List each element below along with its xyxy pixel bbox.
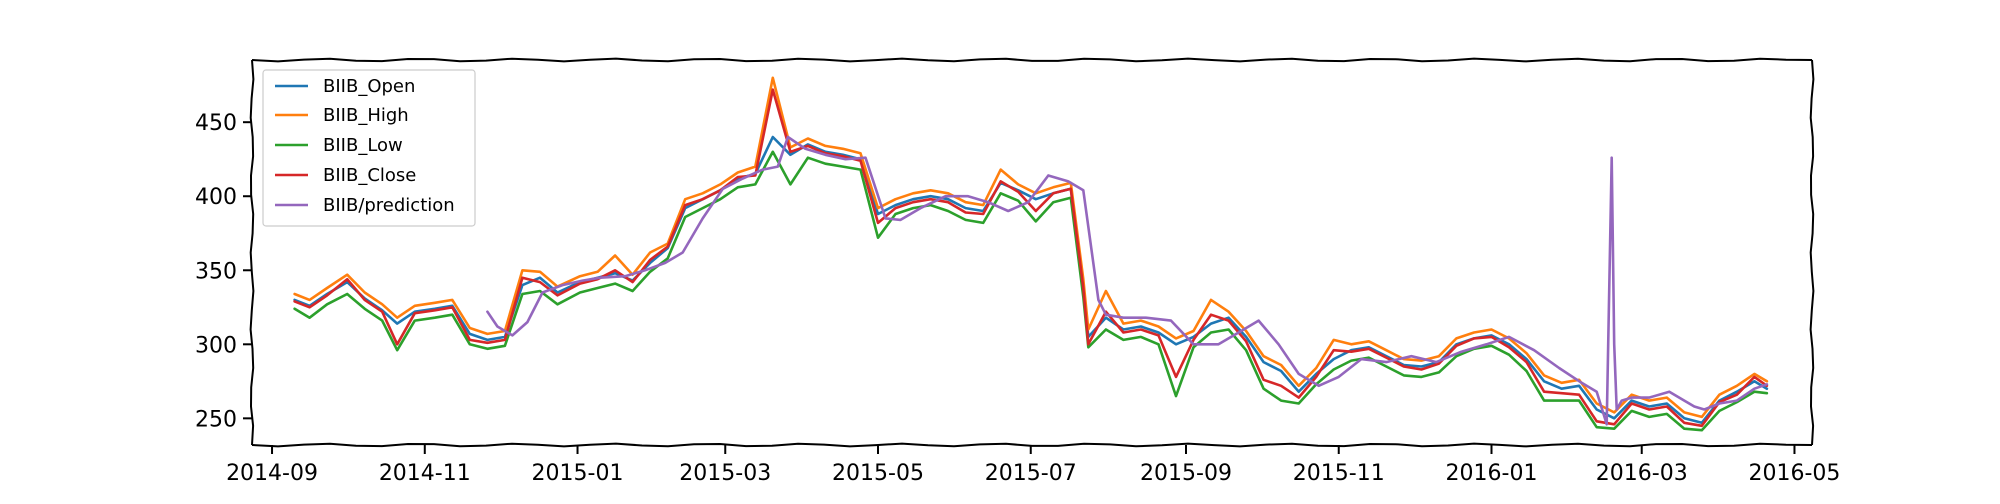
- x-tick-label: 2015-11: [1293, 461, 1385, 486]
- legend-label-low: BIIB_Low: [323, 135, 403, 156]
- plot-area-background: [252, 60, 1812, 445]
- y-tick-label: 250: [195, 407, 237, 432]
- y-tick-label: 400: [195, 185, 237, 210]
- plot-frame: [249, 57, 1815, 448]
- frame-bottom: [251, 442, 1813, 448]
- x-tick-label: 2016-03: [1596, 461, 1688, 486]
- x-tick-label: 2014-09: [226, 461, 318, 486]
- legend: BIIB_Open BIIB_High BIIB_Low BIIB_Close …: [262, 69, 476, 227]
- series-line-close: [293, 88, 1769, 428]
- legend-label-close: BIIB_Close: [323, 165, 416, 186]
- frame-right: [1809, 59, 1815, 446]
- x-tick-label: 2015-05: [832, 461, 924, 486]
- x-axis: 2014-09 2014-11 2015-01 2015-03 2015-05 2015-…: [226, 445, 1840, 486]
- y-tick-label: 350: [195, 259, 237, 284]
- legend-label-open: BIIB_Open: [323, 76, 415, 97]
- x-tick-label: 2014-11: [379, 461, 471, 486]
- series-line-prediction: [486, 135, 1769, 426]
- x-tick-label: 2015-07: [985, 461, 1077, 486]
- legend-label-high: BIIB_High: [323, 105, 409, 126]
- y-axis: 250 300 350 400 450: [195, 111, 252, 432]
- legend-box: [262, 69, 476, 227]
- series-line-open: [293, 135, 1769, 425]
- frame-top: [251, 57, 1813, 63]
- legend-label-prediction: BIIB/prediction: [323, 195, 455, 216]
- y-tick-label: 300: [195, 333, 237, 358]
- frame-left: [249, 59, 255, 446]
- x-tick-label: 2015-09: [1140, 461, 1232, 486]
- series-line-high: [293, 76, 1769, 419]
- x-tick-label: 2016-01: [1446, 461, 1538, 486]
- y-tick-label: 450: [195, 111, 237, 136]
- series-layer: [293, 76, 1769, 432]
- x-tick-label: 2015-01: [532, 461, 624, 486]
- x-tick-label: 2015-03: [679, 461, 771, 486]
- x-tick-label: 2016-05: [1749, 461, 1841, 486]
